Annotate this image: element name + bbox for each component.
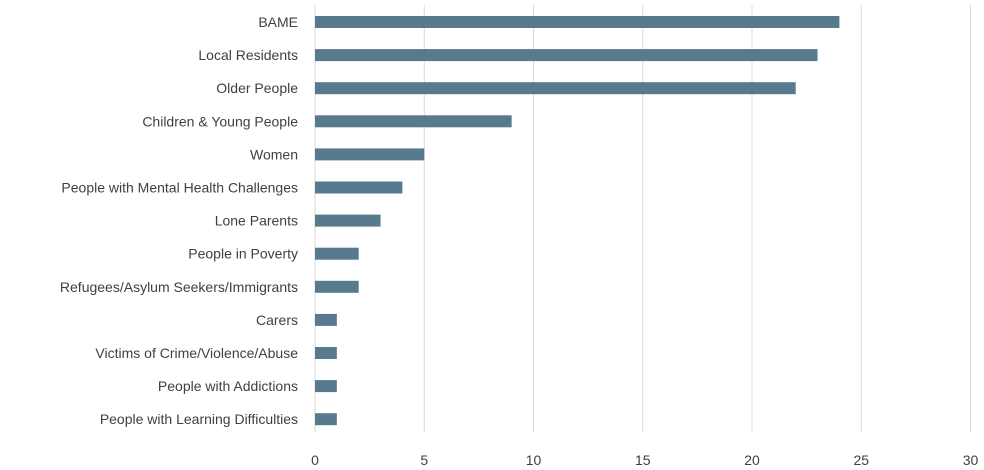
category-label: Local Residents: [198, 47, 298, 63]
category-label: Women: [250, 146, 298, 162]
x-tick-label: 0: [311, 452, 319, 468]
category-label: BAME: [258, 14, 298, 30]
bar: [315, 380, 337, 393]
x-tick-label: 15: [635, 452, 651, 468]
x-axis-tick-labels: 0 5 10 15 20 25 30: [311, 452, 978, 468]
x-tick-label: 25: [853, 452, 869, 468]
bar: [315, 247, 359, 260]
x-tick-label: 30: [963, 452, 979, 468]
category-label: Lone Parents: [215, 213, 298, 229]
bar: [315, 313, 337, 326]
bars: [315, 16, 840, 426]
bar: [315, 16, 840, 28]
category-label: People in Poverty: [188, 246, 298, 262]
category-label: Refugees/Asylum Seekers/Immigrants: [60, 279, 298, 295]
category-label: Carers: [256, 312, 298, 328]
bar: [315, 214, 381, 227]
category-label: Older People: [216, 80, 298, 96]
category-label: Victims of Crime/Violence/Abuse: [95, 345, 298, 361]
bar: [315, 49, 818, 62]
category-label: People with Mental Health Challenges: [61, 180, 298, 196]
bar: [315, 82, 796, 95]
bar: [315, 148, 425, 161]
x-tick-label: 10: [526, 452, 542, 468]
bar: [315, 181, 403, 194]
x-tick-label: 20: [744, 452, 760, 468]
bar: [315, 280, 359, 293]
bar: [315, 115, 512, 128]
category-labels: BAME Local Residents Older People Children …: [60, 14, 298, 427]
category-label: Children & Young People: [142, 113, 298, 129]
bar: [315, 413, 337, 426]
bar: [315, 347, 337, 359]
gridlines: [314, 5, 971, 432]
x-tick-label: 5: [420, 452, 428, 468]
category-label: People with Addictions: [158, 378, 298, 394]
category-label: People with Learning Difficulties: [100, 411, 298, 427]
